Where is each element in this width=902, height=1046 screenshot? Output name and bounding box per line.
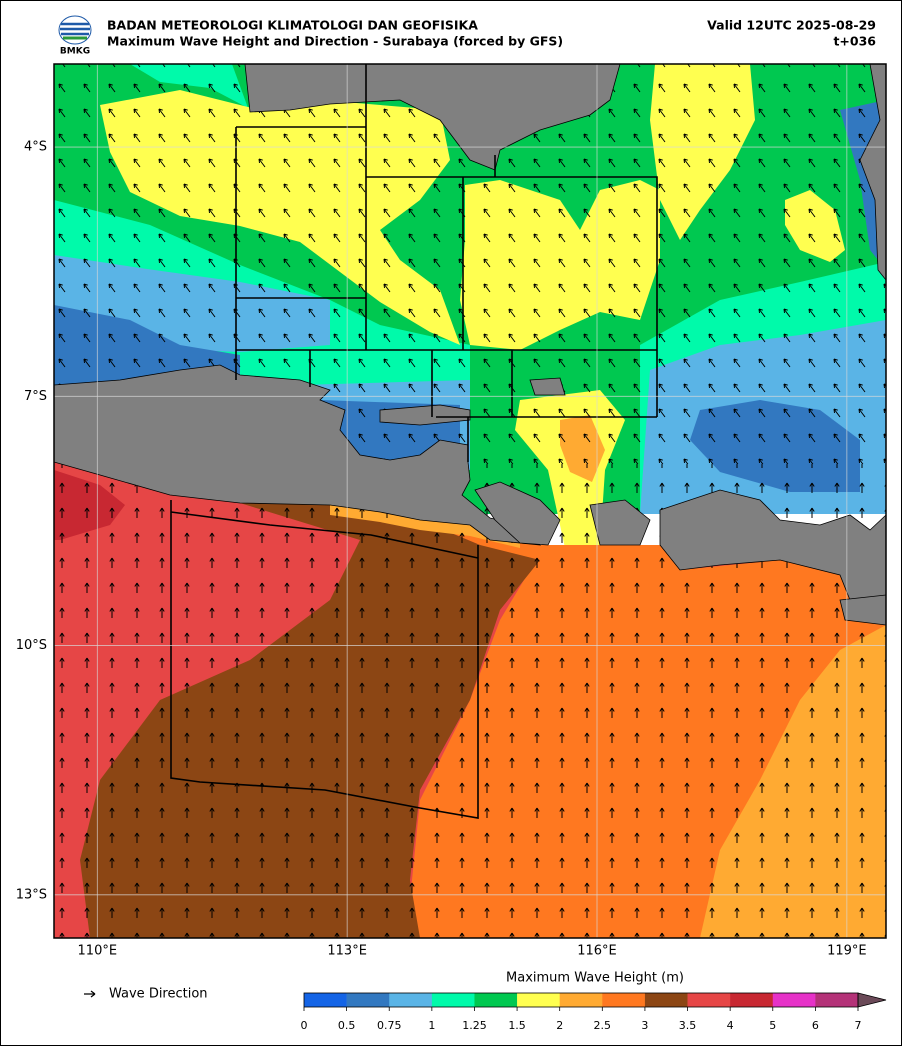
land <box>244 64 621 171</box>
valid-time: Valid 12UTC 2025-08-29 <box>707 18 876 33</box>
colorbar-tick-label: 2 <box>556 1019 563 1032</box>
lon-tick-label: 110°E <box>78 944 118 959</box>
logo: BMKG <box>58 15 92 57</box>
colorbar-tick-label: 5 <box>769 1019 776 1032</box>
colorbar-segment <box>474 993 518 1007</box>
land <box>859 64 886 281</box>
lead-time: t+036 <box>833 34 876 49</box>
colorbar-tick-label: 7 <box>855 1019 862 1032</box>
colorbar-segment <box>346 993 390 1007</box>
colorbar-frame <box>303 992 859 1008</box>
colorbar-segment <box>602 993 646 1007</box>
colorbar-segment <box>559 993 603 1007</box>
colorbar-tick-label: 0.5 <box>338 1019 356 1032</box>
colorbar-segment <box>517 993 560 1007</box>
grid <box>54 64 886 938</box>
forecast-areas <box>170 64 658 819</box>
colorbar-tick-label: 4 <box>727 1019 734 1032</box>
lat-tick-label: 13°S <box>16 887 47 902</box>
map <box>54 64 886 938</box>
lon-tick-label: 116°E <box>577 944 617 959</box>
colorbar-segment <box>389 993 433 1007</box>
land <box>379 404 471 426</box>
colorbar-tick-label: 3.5 <box>679 1019 697 1032</box>
lat-tick-label: 4°S <box>24 140 47 155</box>
land <box>839 594 886 626</box>
colorbar-tick-label: 0 <box>301 1019 308 1032</box>
colorbar: 0 0.5 0.75 1 1.25 1.5 2 2.5 3 3.5 4 5 6 7 <box>301 992 887 1032</box>
colorbar-tick-label: 1 <box>428 1019 435 1032</box>
colorbar-tick-label: 6 <box>812 1019 819 1032</box>
land <box>529 377 566 396</box>
legend: Wave Direction <box>84 987 208 1002</box>
land <box>589 499 651 546</box>
legend-label: Wave Direction <box>109 987 208 1002</box>
lat-tick-label: 7°S <box>24 389 47 404</box>
colorbar-segment <box>815 993 859 1007</box>
colorbar-segment <box>687 993 731 1007</box>
colorbar-tick-label: 0.75 <box>377 1019 402 1032</box>
legend-arrow <box>84 990 96 998</box>
land <box>474 481 561 546</box>
colorbar-tick-label: 2.5 <box>594 1019 612 1032</box>
colorbar-tick-label: 1.5 <box>508 1019 526 1032</box>
colorbar-title: Maximum Wave Height (m) <box>506 971 684 986</box>
colorbar-segment <box>772 993 816 1007</box>
colorbar-segment <box>730 993 774 1007</box>
lon-tick-label: 113°E <box>327 944 367 959</box>
colorbar-segment <box>431 993 475 1007</box>
colorbar-segment <box>644 993 688 1007</box>
colorbar-tick-label: 3 <box>641 1019 648 1032</box>
land <box>659 489 886 601</box>
logo-text: BMKG <box>60 47 90 57</box>
axes: 110°E 113°E 116°E 119°E 4°S 7°S 10°S 13°S <box>16 140 867 959</box>
agency: BADAN METEOROLOGI KLIMATOLOGI DAN GEOFIS… <box>107 18 478 33</box>
lat-tick-label: 10°S <box>16 638 47 653</box>
map-title: Maximum Wave Height and Direction - Sura… <box>107 34 563 49</box>
colorbar-tick-label: 1.25 <box>462 1019 487 1032</box>
colorbar-segment <box>304 993 347 1007</box>
lon-tick-label: 119°E <box>827 944 867 959</box>
map-frame <box>53 63 887 939</box>
